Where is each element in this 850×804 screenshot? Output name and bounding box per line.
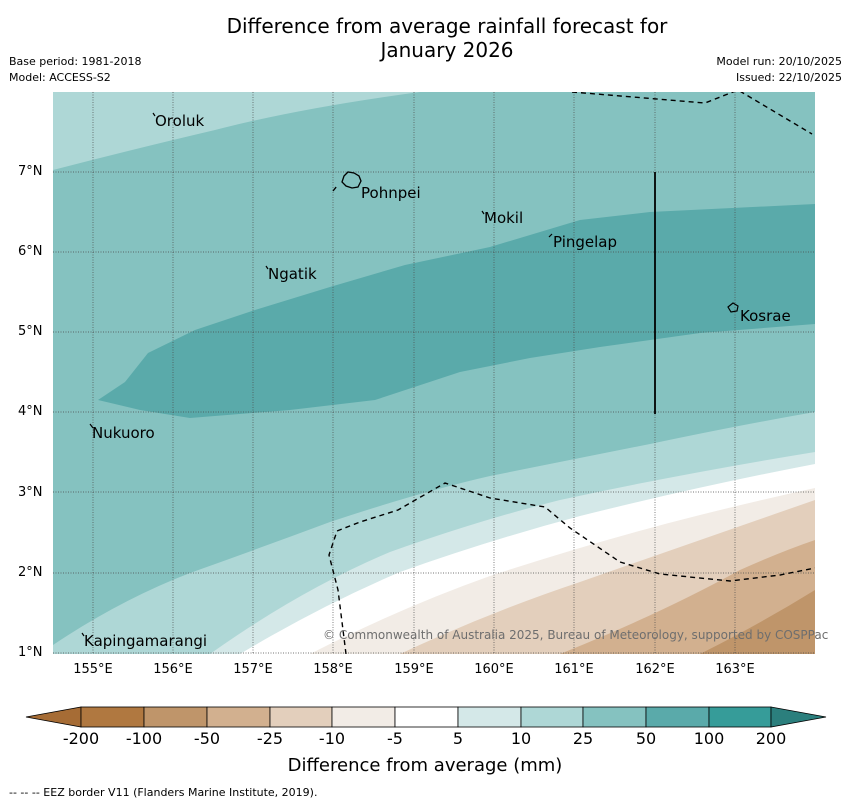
label-kapingamarangi: Kapingamarangi — [84, 632, 208, 650]
colorbar-segment — [269, 706, 333, 728]
colorbar-segment — [457, 706, 522, 728]
lon-tick: 160°E — [474, 662, 514, 677]
lat-tick: 2°N — [18, 565, 43, 580]
label-mokil: Mokil — [484, 209, 524, 227]
colorbar-label: -25 — [256, 729, 284, 748]
lon-tick: 156°E — [153, 662, 193, 677]
colorbar-label: -10 — [318, 729, 346, 748]
pingelap-mark — [548, 233, 553, 238]
colorbar-label: -5 — [387, 729, 403, 748]
colorbar-segment — [520, 706, 584, 728]
lat-tick: 3°N — [18, 485, 43, 500]
issued-date: Issued: 22/10/2025 — [735, 71, 842, 84]
label-kosrae: Kosrae — [740, 307, 791, 325]
colorbar-extend-high — [770, 706, 827, 728]
meta-left: Base period: 1981-2018 Model: ACCESS-S2 — [9, 54, 141, 86]
colorbar-label: 50 — [635, 729, 657, 748]
lat-tick: 5°N — [18, 324, 43, 339]
kosrae-island-outline — [727, 302, 739, 313]
colorbar-extend-low — [25, 706, 82, 728]
label-nukuoro: Nukuoro — [92, 424, 155, 442]
eez-border-note: -- -- -- EEZ border V11 (Flanders Marine… — [9, 786, 318, 799]
label-pohnpei: Pohnpei — [361, 184, 421, 202]
colorbar-segment — [143, 706, 208, 728]
label-ngatik: Ngatik — [268, 265, 317, 283]
meta-right: Model run: 20/10/2025 Issued: 22/10/2025 — [716, 54, 842, 86]
forecast-map — [53, 92, 815, 654]
colorbar-label: 200 — [755, 729, 787, 748]
copyright-notice: © Commonwealth of Australia 2025, Bureau… — [323, 628, 829, 642]
lon-tick: 155°E — [73, 662, 113, 677]
colorbar-label: 5 — [452, 729, 464, 748]
kapingamarangi-mark — [81, 632, 85, 637]
lat-tick: 1°N — [18, 645, 43, 660]
base-period: Base period: 1981-2018 — [9, 55, 142, 68]
colorbar-segment — [394, 706, 459, 728]
colorbar-segment — [80, 706, 145, 728]
oroluk-mark — [152, 112, 156, 117]
lon-tick: 163°E — [715, 662, 755, 677]
title-line-2: January 2026 — [380, 38, 514, 62]
atoll-marks — [81, 112, 553, 637]
contour-minus25-minus50 — [560, 540, 815, 654]
colorbar-segment — [206, 706, 271, 728]
contour-50-100 — [98, 204, 815, 418]
contour-10-25-north — [53, 92, 420, 170]
ngatik-mark — [265, 265, 269, 270]
colorbar-label: 100 — [693, 729, 725, 748]
colorbar-label: -100 — [125, 729, 163, 748]
lon-tick: 162°E — [635, 662, 675, 677]
colorbar-label: -200 — [62, 729, 100, 748]
lon-tick: 159°E — [394, 662, 434, 677]
lon-tick: 157°E — [233, 662, 273, 677]
colorbar-label: 10 — [510, 729, 532, 748]
colorbar-segment — [708, 706, 772, 728]
model-name: Model: ACCESS-S2 — [9, 71, 111, 84]
model-run: Model run: 20/10/2025 — [716, 55, 842, 68]
mokil-mark — [481, 210, 485, 215]
colorbar-label: 25 — [572, 729, 594, 748]
colorbar — [25, 706, 827, 728]
label-pingelap: Pingelap — [553, 233, 618, 251]
lat-tick: 4°N — [18, 404, 43, 419]
title-line-1: Difference from average rainfall forecas… — [226, 14, 668, 38]
lon-tick: 158°E — [313, 662, 353, 677]
nukuoro-mark — [89, 423, 94, 429]
eez-border — [328, 92, 815, 654]
colorbar-segment — [645, 706, 710, 728]
lat-tick: 7°N — [18, 164, 43, 179]
colorbar-segment — [331, 706, 396, 728]
lon-tick: 161°E — [554, 662, 594, 677]
map-title: Difference from average rainfall forecas… — [0, 14, 850, 62]
colorbar-title: Difference from average (mm) — [287, 755, 563, 776]
colorbar-segment — [582, 706, 647, 728]
contour-minus50-minus100 — [700, 590, 815, 654]
pohnpei-island-outline — [341, 171, 362, 189]
label-oroluk: Oroluk — [155, 112, 205, 130]
lat-tick: 6°N — [18, 244, 43, 259]
colorbar-label: -50 — [193, 729, 221, 748]
